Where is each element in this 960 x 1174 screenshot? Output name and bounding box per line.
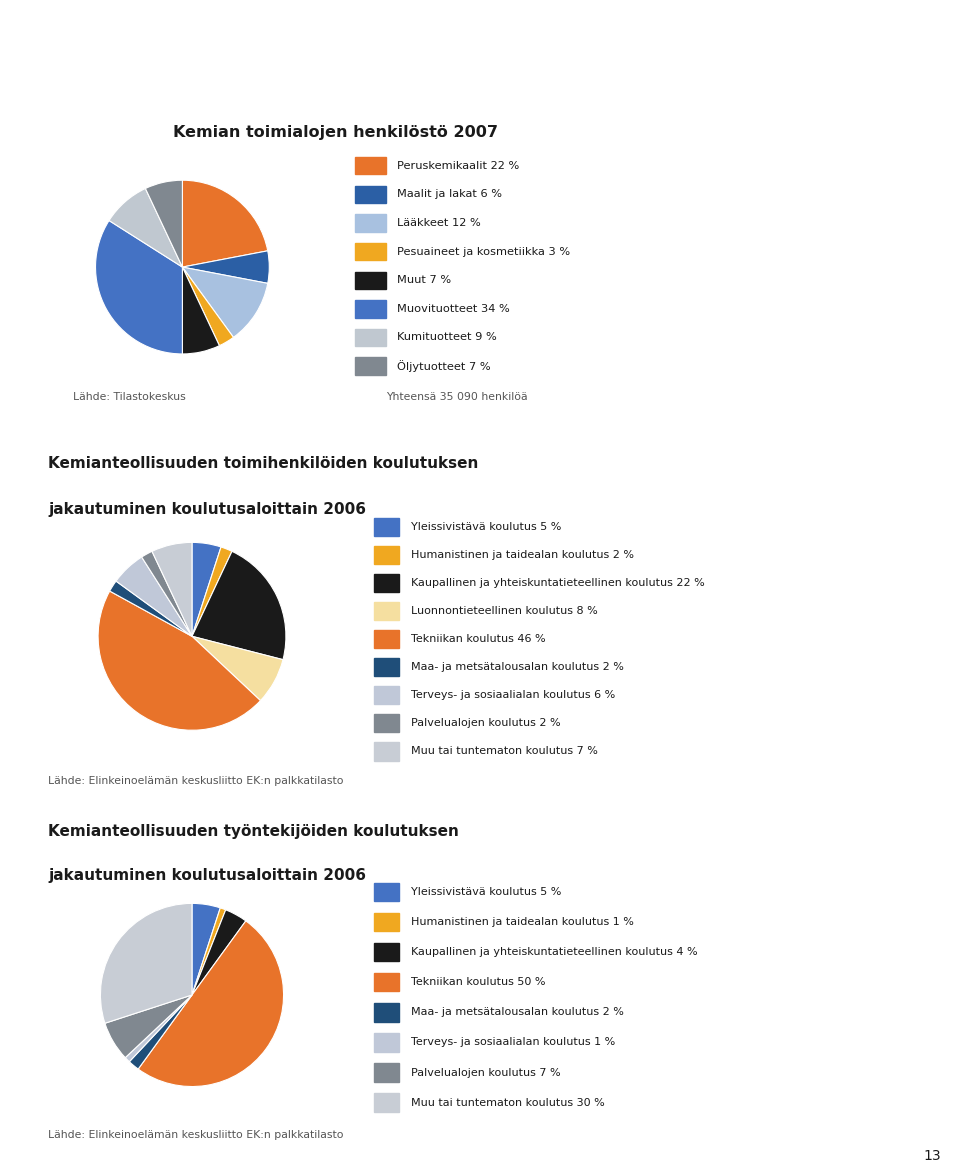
Text: Palvelualojen koulutus 2 %: Palvelualojen koulutus 2 % bbox=[411, 718, 561, 728]
Text: Maalit ja lakat 6 %: Maalit ja lakat 6 % bbox=[397, 189, 502, 200]
Wedge shape bbox=[96, 221, 182, 355]
Bar bbox=[374, 714, 399, 733]
Bar bbox=[355, 301, 386, 317]
Text: Terveys- ja sosiaalialan koulutus 6 %: Terveys- ja sosiaalialan koulutus 6 % bbox=[411, 690, 614, 701]
Wedge shape bbox=[109, 581, 192, 636]
Bar bbox=[374, 1064, 399, 1081]
Text: Palvelualojen koulutus 7 %: Palvelualojen koulutus 7 % bbox=[411, 1067, 561, 1078]
Text: Muu tai tuntematon koulutus 30 %: Muu tai tuntematon koulutus 30 % bbox=[411, 1098, 605, 1107]
Wedge shape bbox=[125, 994, 192, 1061]
Wedge shape bbox=[145, 180, 182, 268]
Bar bbox=[374, 602, 399, 620]
Text: Lääkkeet 12 %: Lääkkeet 12 % bbox=[397, 218, 481, 228]
Bar bbox=[374, 1033, 399, 1052]
Wedge shape bbox=[192, 636, 283, 701]
Bar bbox=[374, 630, 399, 648]
Wedge shape bbox=[101, 904, 192, 1024]
Wedge shape bbox=[138, 920, 283, 1086]
Bar bbox=[374, 973, 399, 991]
Wedge shape bbox=[182, 251, 269, 283]
Text: Yleissivistävä koulutus 5 %: Yleissivistävä koulutus 5 % bbox=[411, 888, 561, 897]
Text: Kaupallinen ja yhteiskuntatieteellinen koulutus 22 %: Kaupallinen ja yhteiskuntatieteellinen k… bbox=[411, 578, 705, 588]
Wedge shape bbox=[192, 547, 232, 636]
Text: Tekniikan koulutus 46 %: Tekniikan koulutus 46 % bbox=[411, 634, 545, 645]
Text: Maa- ja metsätalousalan koulutus 2 %: Maa- ja metsätalousalan koulutus 2 % bbox=[411, 1007, 623, 1018]
Wedge shape bbox=[192, 552, 286, 660]
Wedge shape bbox=[192, 910, 246, 994]
Bar bbox=[355, 271, 386, 289]
Bar bbox=[355, 185, 386, 203]
Wedge shape bbox=[109, 189, 182, 268]
Wedge shape bbox=[105, 994, 192, 1058]
Text: Pesuaineet ja kosmetiikka 3 %: Pesuaineet ja kosmetiikka 3 % bbox=[397, 247, 570, 257]
Bar bbox=[374, 574, 399, 592]
Bar bbox=[374, 742, 399, 761]
Wedge shape bbox=[130, 994, 192, 1070]
Wedge shape bbox=[192, 908, 226, 994]
Text: Kaupallinen ja yhteiskuntatieteellinen koulutus 4 %: Kaupallinen ja yhteiskuntatieteellinen k… bbox=[411, 947, 697, 957]
Wedge shape bbox=[182, 181, 268, 268]
Bar bbox=[355, 357, 386, 375]
Bar bbox=[355, 157, 386, 175]
Text: Peruskemikaalit 22 %: Peruskemikaalit 22 % bbox=[397, 161, 519, 170]
Text: jakautuminen koulutusaloittain 2006: jakautuminen koulutusaloittain 2006 bbox=[48, 502, 366, 518]
Text: Kumituotteet 9 %: Kumituotteet 9 % bbox=[397, 332, 496, 343]
Bar bbox=[374, 687, 399, 704]
Text: Yleissivistävä koulutus 5 %: Yleissivistävä koulutus 5 % bbox=[411, 522, 561, 532]
Text: Kemianteollisuuden työntekijöiden koulutuksen: Kemianteollisuuden työntekijöiden koulut… bbox=[48, 824, 459, 838]
Text: Muu tai tuntematon koulutus 7 %: Muu tai tuntematon koulutus 7 % bbox=[411, 747, 597, 756]
Text: Humanistinen ja taidealan koulutus 1 %: Humanistinen ja taidealan koulutus 1 % bbox=[411, 917, 634, 927]
Wedge shape bbox=[142, 552, 192, 636]
Text: Yhteensä 35 090 henkilöä: Yhteensä 35 090 henkilöä bbox=[386, 392, 528, 403]
Bar bbox=[355, 215, 386, 231]
Text: Kemian toimialojen henkilöstö 2007: Kemian toimialojen henkilöstö 2007 bbox=[173, 126, 498, 140]
Text: Kemianteollisuuden toimihenkilöiden koulutuksen: Kemianteollisuuden toimihenkilöiden koul… bbox=[48, 456, 478, 471]
Bar bbox=[355, 329, 386, 346]
Text: 13: 13 bbox=[924, 1149, 941, 1162]
Wedge shape bbox=[192, 542, 221, 636]
Wedge shape bbox=[182, 268, 220, 355]
Text: Muovituotteet 34 %: Muovituotteet 34 % bbox=[397, 304, 510, 313]
Wedge shape bbox=[152, 542, 192, 636]
Text: Lähde: Elinkeinoelämän keskusliitto EK:n palkkatilasto: Lähde: Elinkeinoelämän keskusliitto EK:n… bbox=[48, 1131, 344, 1140]
Text: Muut 7 %: Muut 7 % bbox=[397, 275, 451, 285]
Bar bbox=[374, 659, 399, 676]
Wedge shape bbox=[182, 268, 268, 337]
Text: Öljytuotteet 7 %: Öljytuotteet 7 % bbox=[397, 360, 491, 372]
Text: Lähde: Tilastokeskus: Lähde: Tilastokeskus bbox=[73, 392, 186, 403]
Bar bbox=[374, 1093, 399, 1112]
Bar bbox=[374, 546, 399, 565]
Bar bbox=[374, 883, 399, 902]
Wedge shape bbox=[98, 591, 260, 730]
Bar bbox=[374, 943, 399, 962]
Bar bbox=[374, 1004, 399, 1021]
Text: jakautuminen koulutusaloittain 2006: jakautuminen koulutusaloittain 2006 bbox=[48, 868, 366, 883]
Wedge shape bbox=[116, 556, 192, 636]
Text: Lähde: Elinkeinoelämän keskusliitto EK:n palkkatilasto: Lähde: Elinkeinoelämän keskusliitto EK:n… bbox=[48, 776, 344, 785]
Text: Tekniikan koulutus 50 %: Tekniikan koulutus 50 % bbox=[411, 977, 545, 987]
Text: Maa- ja metsätalousalan koulutus 2 %: Maa- ja metsätalousalan koulutus 2 % bbox=[411, 662, 623, 673]
Text: Terveys- ja sosiaalialan koulutus 1 %: Terveys- ja sosiaalialan koulutus 1 % bbox=[411, 1038, 614, 1047]
Wedge shape bbox=[192, 904, 220, 994]
Text: Humanistinen ja taidealan koulutus 2 %: Humanistinen ja taidealan koulutus 2 % bbox=[411, 551, 634, 560]
Text: Luonnontieteellinen koulutus 8 %: Luonnontieteellinen koulutus 8 % bbox=[411, 606, 597, 616]
Bar bbox=[374, 518, 399, 537]
Wedge shape bbox=[182, 268, 233, 345]
Bar bbox=[374, 913, 399, 931]
Bar bbox=[355, 243, 386, 261]
